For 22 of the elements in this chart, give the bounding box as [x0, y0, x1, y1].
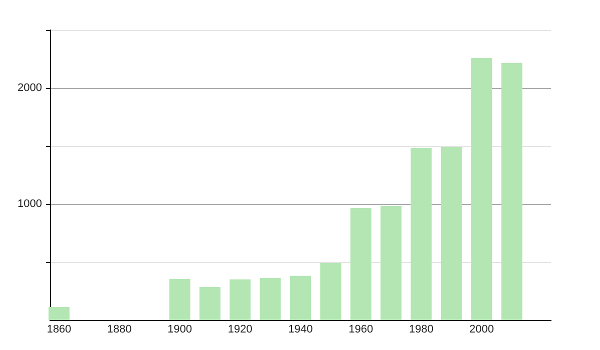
x-tick-label: 1900 [168, 324, 192, 336]
x-tick-label: 1880 [107, 324, 132, 336]
bar [290, 276, 311, 320]
y-tick-label: 1000 [18, 198, 42, 210]
bar [169, 279, 190, 320]
bar [320, 263, 342, 320]
bar [471, 58, 492, 320]
bar [230, 279, 251, 320]
bar [410, 148, 432, 320]
x-tick-label: 1920 [228, 324, 252, 336]
bar [380, 206, 402, 320]
bar [199, 287, 220, 320]
x-tick-label: 1940 [288, 324, 313, 336]
x-tick-label: 2000 [469, 324, 494, 336]
bar [48, 307, 70, 320]
x-tick-label: 1980 [408, 324, 434, 336]
bar [350, 208, 372, 320]
x-tick-label: 1960 [348, 324, 374, 336]
bar [501, 62, 522, 320]
x-tick-label: 1860 [46, 324, 72, 336]
bar [260, 278, 281, 320]
bar [440, 147, 462, 320]
